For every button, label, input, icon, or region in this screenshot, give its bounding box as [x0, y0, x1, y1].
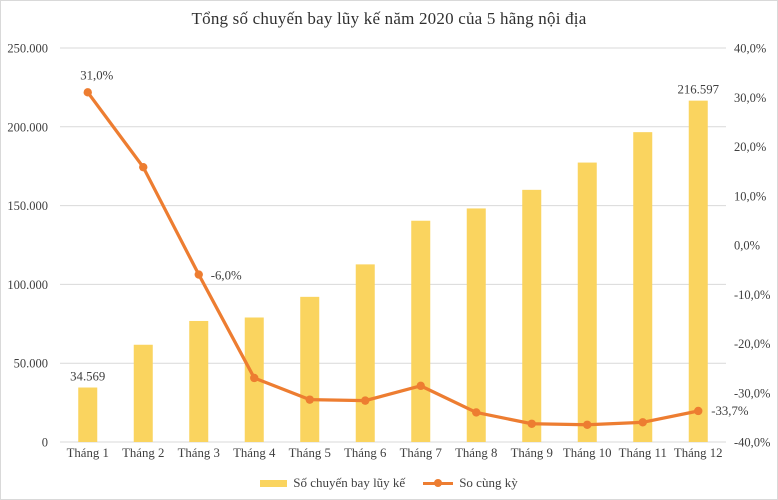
line-swatch-marker	[434, 478, 443, 487]
line-marker	[250, 373, 259, 383]
x-axis-label: Tháng 3	[178, 446, 220, 460]
x-axis-label: Tháng 2	[122, 446, 164, 460]
legend-label-line-series: So cùng kỳ	[459, 475, 518, 490]
bar	[355, 264, 375, 442]
left-axis-tick-label: 0	[42, 436, 48, 450]
line-marker	[583, 420, 592, 429]
data-label: -33,7%	[711, 404, 749, 418]
line-marker	[638, 418, 647, 427]
left-axis-tick-label: 100.000	[7, 278, 48, 292]
line-marker	[83, 88, 92, 97]
bar	[133, 344, 153, 442]
x-axis-label: Tháng 7	[400, 446, 443, 460]
line-marker	[472, 408, 481, 417]
x-axis-label: Tháng 12	[674, 446, 723, 460]
trend-line	[86, 90, 700, 427]
bar	[577, 162, 597, 442]
data-label: -6,0%	[211, 269, 242, 283]
legend-item-bar-series: Số chuyến bay lũy kế	[260, 475, 405, 491]
right-axis-tick-label: -10,0%	[734, 288, 770, 302]
bar	[522, 189, 542, 442]
line-marker	[194, 270, 203, 279]
chart-title: Tổng số chuyến bay lũy kế năm 2020 của 5…	[191, 9, 587, 28]
bar	[466, 208, 486, 442]
right-axis-tick-label: 10,0%	[734, 189, 766, 203]
data-label: 31,0%	[80, 68, 113, 82]
line-marker	[694, 406, 703, 416]
bar	[300, 296, 320, 442]
bar	[633, 132, 653, 443]
left-axis-tick-label: 250.000	[7, 42, 48, 56]
right-axis-tick-label: -30,0%	[734, 386, 770, 400]
x-axis-label: Tháng 4	[233, 446, 276, 460]
right-axis-tick-label: 40,0%	[734, 42, 766, 56]
x-axis-label: Tháng 8	[455, 446, 497, 460]
bar-series-swatch-icon	[260, 479, 288, 487]
right-axis-tick-label: -20,0%	[734, 337, 770, 351]
line-marker	[305, 395, 314, 404]
bar	[688, 100, 708, 442]
x-axis-label: Tháng 5	[289, 446, 331, 460]
left-axis-tick-label: 150.000	[7, 199, 48, 213]
right-axis-tick-label: -40,0%	[734, 436, 770, 450]
x-axis-label: Tháng 11	[619, 446, 667, 460]
data-label: 34.569	[70, 370, 105, 384]
line-marker	[527, 419, 536, 428]
data-label: 216.597	[677, 83, 719, 97]
right-axis-tick-label: 0,0%	[734, 239, 760, 253]
right-axis-tick-label: 20,0%	[734, 140, 766, 154]
x-axis-label: Tháng 9	[511, 446, 553, 460]
line-series-swatch-icon	[423, 478, 454, 488]
x-axis-label: Tháng 1	[67, 446, 109, 460]
line-marker	[361, 396, 370, 405]
left-axis-tick-label: 200.000	[7, 120, 48, 134]
legend-label-bar-series: Số chuyến bay lũy kế	[293, 475, 406, 490]
line-marker	[139, 162, 148, 172]
x-axis-label: Tháng 10	[563, 446, 612, 460]
bar	[411, 220, 431, 442]
x-axis-label: Tháng 6	[344, 446, 387, 460]
legend: Số chuyến bay lũy kế So cùng kỳ	[1, 475, 777, 491]
legend-item-line-series: So cùng kỳ	[423, 475, 518, 491]
bar	[189, 320, 209, 442]
bar	[78, 387, 98, 442]
line-marker	[416, 381, 425, 391]
right-axis-tick-label: 30,0%	[734, 91, 766, 105]
left-axis-tick-label: 50.000	[14, 357, 48, 371]
